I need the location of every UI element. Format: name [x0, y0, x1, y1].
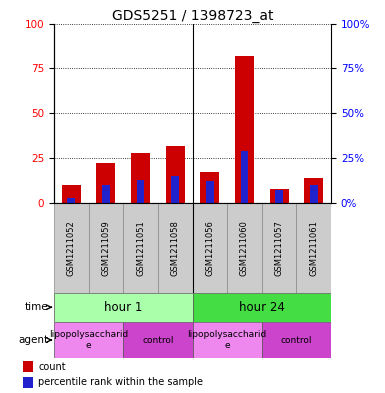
- Bar: [62, 185, 81, 203]
- Text: GSM1211057: GSM1211057: [275, 220, 284, 276]
- Bar: [23, 377, 33, 387]
- Bar: [123, 322, 192, 358]
- Bar: [296, 203, 331, 293]
- Bar: [304, 178, 323, 203]
- Bar: [235, 56, 254, 203]
- Bar: [23, 361, 33, 372]
- Text: GSM1211058: GSM1211058: [171, 220, 180, 276]
- Bar: [310, 185, 318, 203]
- Title: GDS5251 / 1398723_at: GDS5251 / 1398723_at: [112, 9, 273, 22]
- Bar: [166, 145, 185, 203]
- Text: GSM1211056: GSM1211056: [205, 220, 214, 276]
- Bar: [96, 163, 116, 203]
- Text: time: time: [25, 302, 49, 312]
- Text: GSM1211060: GSM1211060: [240, 220, 249, 276]
- Bar: [241, 151, 248, 203]
- Text: count: count: [38, 362, 66, 372]
- Bar: [262, 203, 296, 293]
- Text: lipopolysaccharid
e: lipopolysaccharid e: [49, 331, 128, 350]
- Text: hour 1: hour 1: [104, 301, 142, 314]
- Text: hour 24: hour 24: [239, 301, 285, 314]
- Text: control: control: [142, 336, 174, 345]
- Text: GSM1211051: GSM1211051: [136, 220, 145, 275]
- Text: GSM1211059: GSM1211059: [101, 220, 110, 275]
- Text: agent: agent: [18, 335, 49, 345]
- Bar: [270, 189, 289, 203]
- Bar: [192, 322, 262, 358]
- Bar: [131, 153, 150, 203]
- Bar: [200, 173, 219, 203]
- Bar: [54, 203, 89, 293]
- Text: GSM1211052: GSM1211052: [67, 220, 76, 275]
- Text: lipopolysaccharid
e: lipopolysaccharid e: [187, 331, 267, 350]
- Bar: [171, 176, 179, 203]
- Bar: [137, 180, 144, 203]
- Bar: [192, 293, 331, 322]
- Bar: [192, 203, 227, 293]
- Bar: [262, 322, 331, 358]
- Bar: [158, 203, 192, 293]
- Bar: [89, 203, 123, 293]
- Text: GSM1211061: GSM1211061: [309, 220, 318, 276]
- Bar: [54, 293, 192, 322]
- Bar: [102, 185, 110, 203]
- Bar: [275, 190, 283, 203]
- Bar: [206, 182, 214, 203]
- Bar: [227, 203, 262, 293]
- Bar: [54, 322, 123, 358]
- Text: percentile rank within the sample: percentile rank within the sample: [38, 377, 204, 387]
- Bar: [67, 198, 75, 203]
- Text: control: control: [281, 336, 312, 345]
- Bar: [123, 203, 158, 293]
